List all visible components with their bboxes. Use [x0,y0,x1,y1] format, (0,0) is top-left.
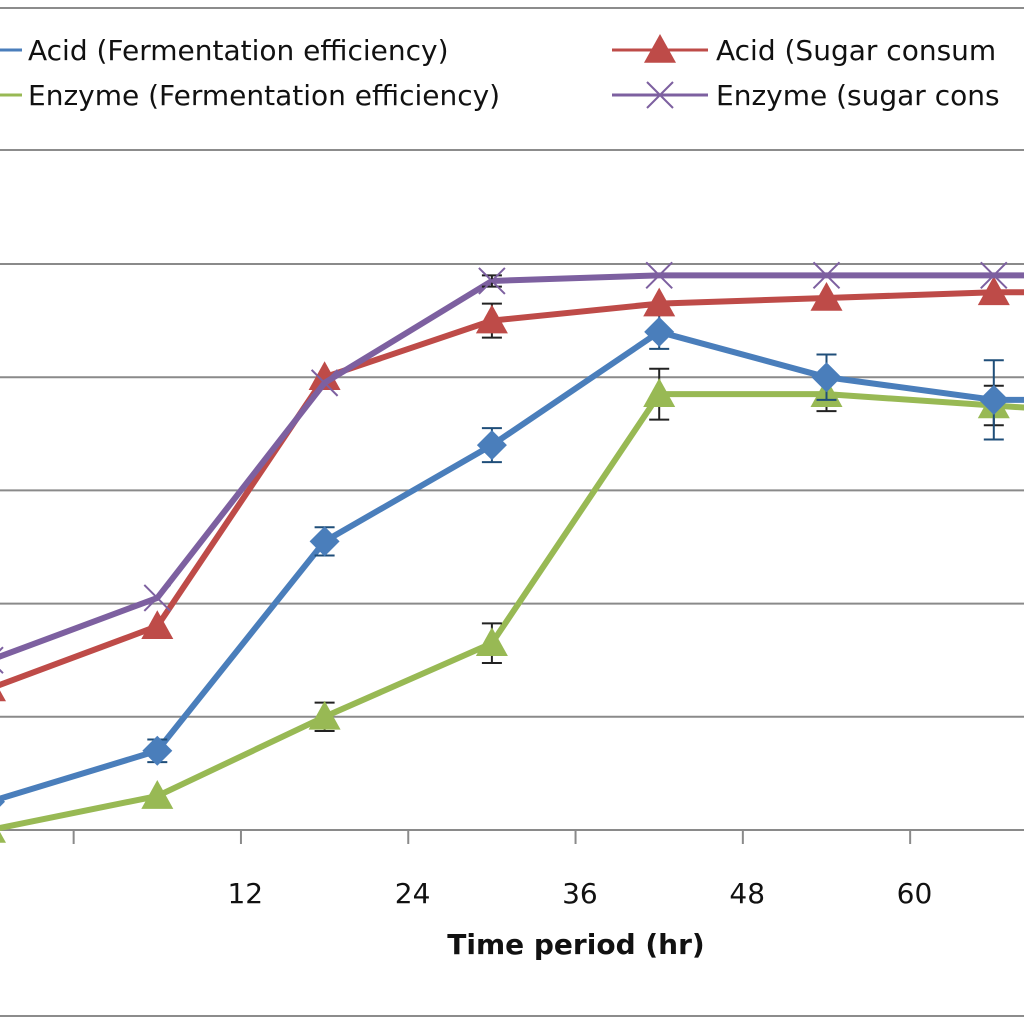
legend-item-0: Acid (Fermentation efficiency) [0,34,449,67]
series-1-point [977,276,1010,306]
series-3 [0,261,1024,674]
series-2-point [643,378,676,407]
series-1-point [810,281,843,311]
series-3-point-stroke [478,267,506,295]
legend-label: Enzyme (sugar cons [716,79,1000,112]
series-3-point-stroke [310,369,339,397]
x-axis: 122436486072 [0,829,1024,910]
series-3-point-stroke [812,261,841,290]
series-1-point [475,304,508,334]
series-2-point [308,700,341,730]
series-3-point [980,261,1008,290]
x-axis-title: Time period (hr) [447,928,704,961]
series-1-point [643,287,676,317]
x-tick-label: 12 [227,877,263,910]
series-2 [0,367,1024,843]
series-3-point [143,584,172,612]
series-2-point [475,627,508,657]
series-3-point [812,261,841,290]
series-0-point [811,362,842,393]
series-3-point [645,261,673,290]
chart-frame [0,7,1024,1017]
x-tick-label: 24 [395,877,431,910]
legend-1-point [644,34,676,63]
plot-area [0,261,1024,843]
series-1-point [0,690,6,702]
series-0-point [309,526,340,557]
legend-item-1: Acid (Sugar consum [612,34,996,67]
x-tick-label: 36 [562,877,598,910]
legend-item-2: Enzyme (Fermentation efficiency) [0,79,500,112]
series-0-point [644,316,675,347]
legend-3-point [646,81,674,109]
series-0-line [0,328,1024,802]
series-1-point [308,361,341,390]
legend-label: Enzyme (Fermentation efficiency) [28,79,500,112]
gridlines [0,263,1024,718]
series-3-point-stroke [980,261,1008,290]
series-3-point [0,646,4,674]
series-3-point [310,369,339,397]
series-0-point [0,796,5,807]
series-3-line [0,272,1024,660]
series-0-point [476,430,507,461]
series-1-line [0,289,1024,688]
series-0-point [142,735,173,766]
series-1 [0,276,1024,702]
series-2-point [0,831,6,843]
series-3-point-stroke [645,261,673,290]
legend-3-point-stroke [646,81,674,109]
series-0-point [978,384,1009,415]
legend: Acid (Fermentation efficiency) Acid (Suga… [0,34,1000,112]
legend-item-3: Enzyme (sugar cons [612,79,1000,112]
series-3-point-stroke [143,584,172,612]
legend-label: Acid (Fermentation efficiency) [28,34,449,67]
legend-label: Acid (Sugar consum [716,34,996,67]
series-2-point [141,780,174,809]
x-tick-label: 48 [729,877,765,910]
series-3-point [478,267,506,295]
series-1-point [141,610,174,640]
x-tick-label: 60 [897,877,933,910]
series-0 [0,313,1024,807]
series-2-line [0,391,1024,832]
